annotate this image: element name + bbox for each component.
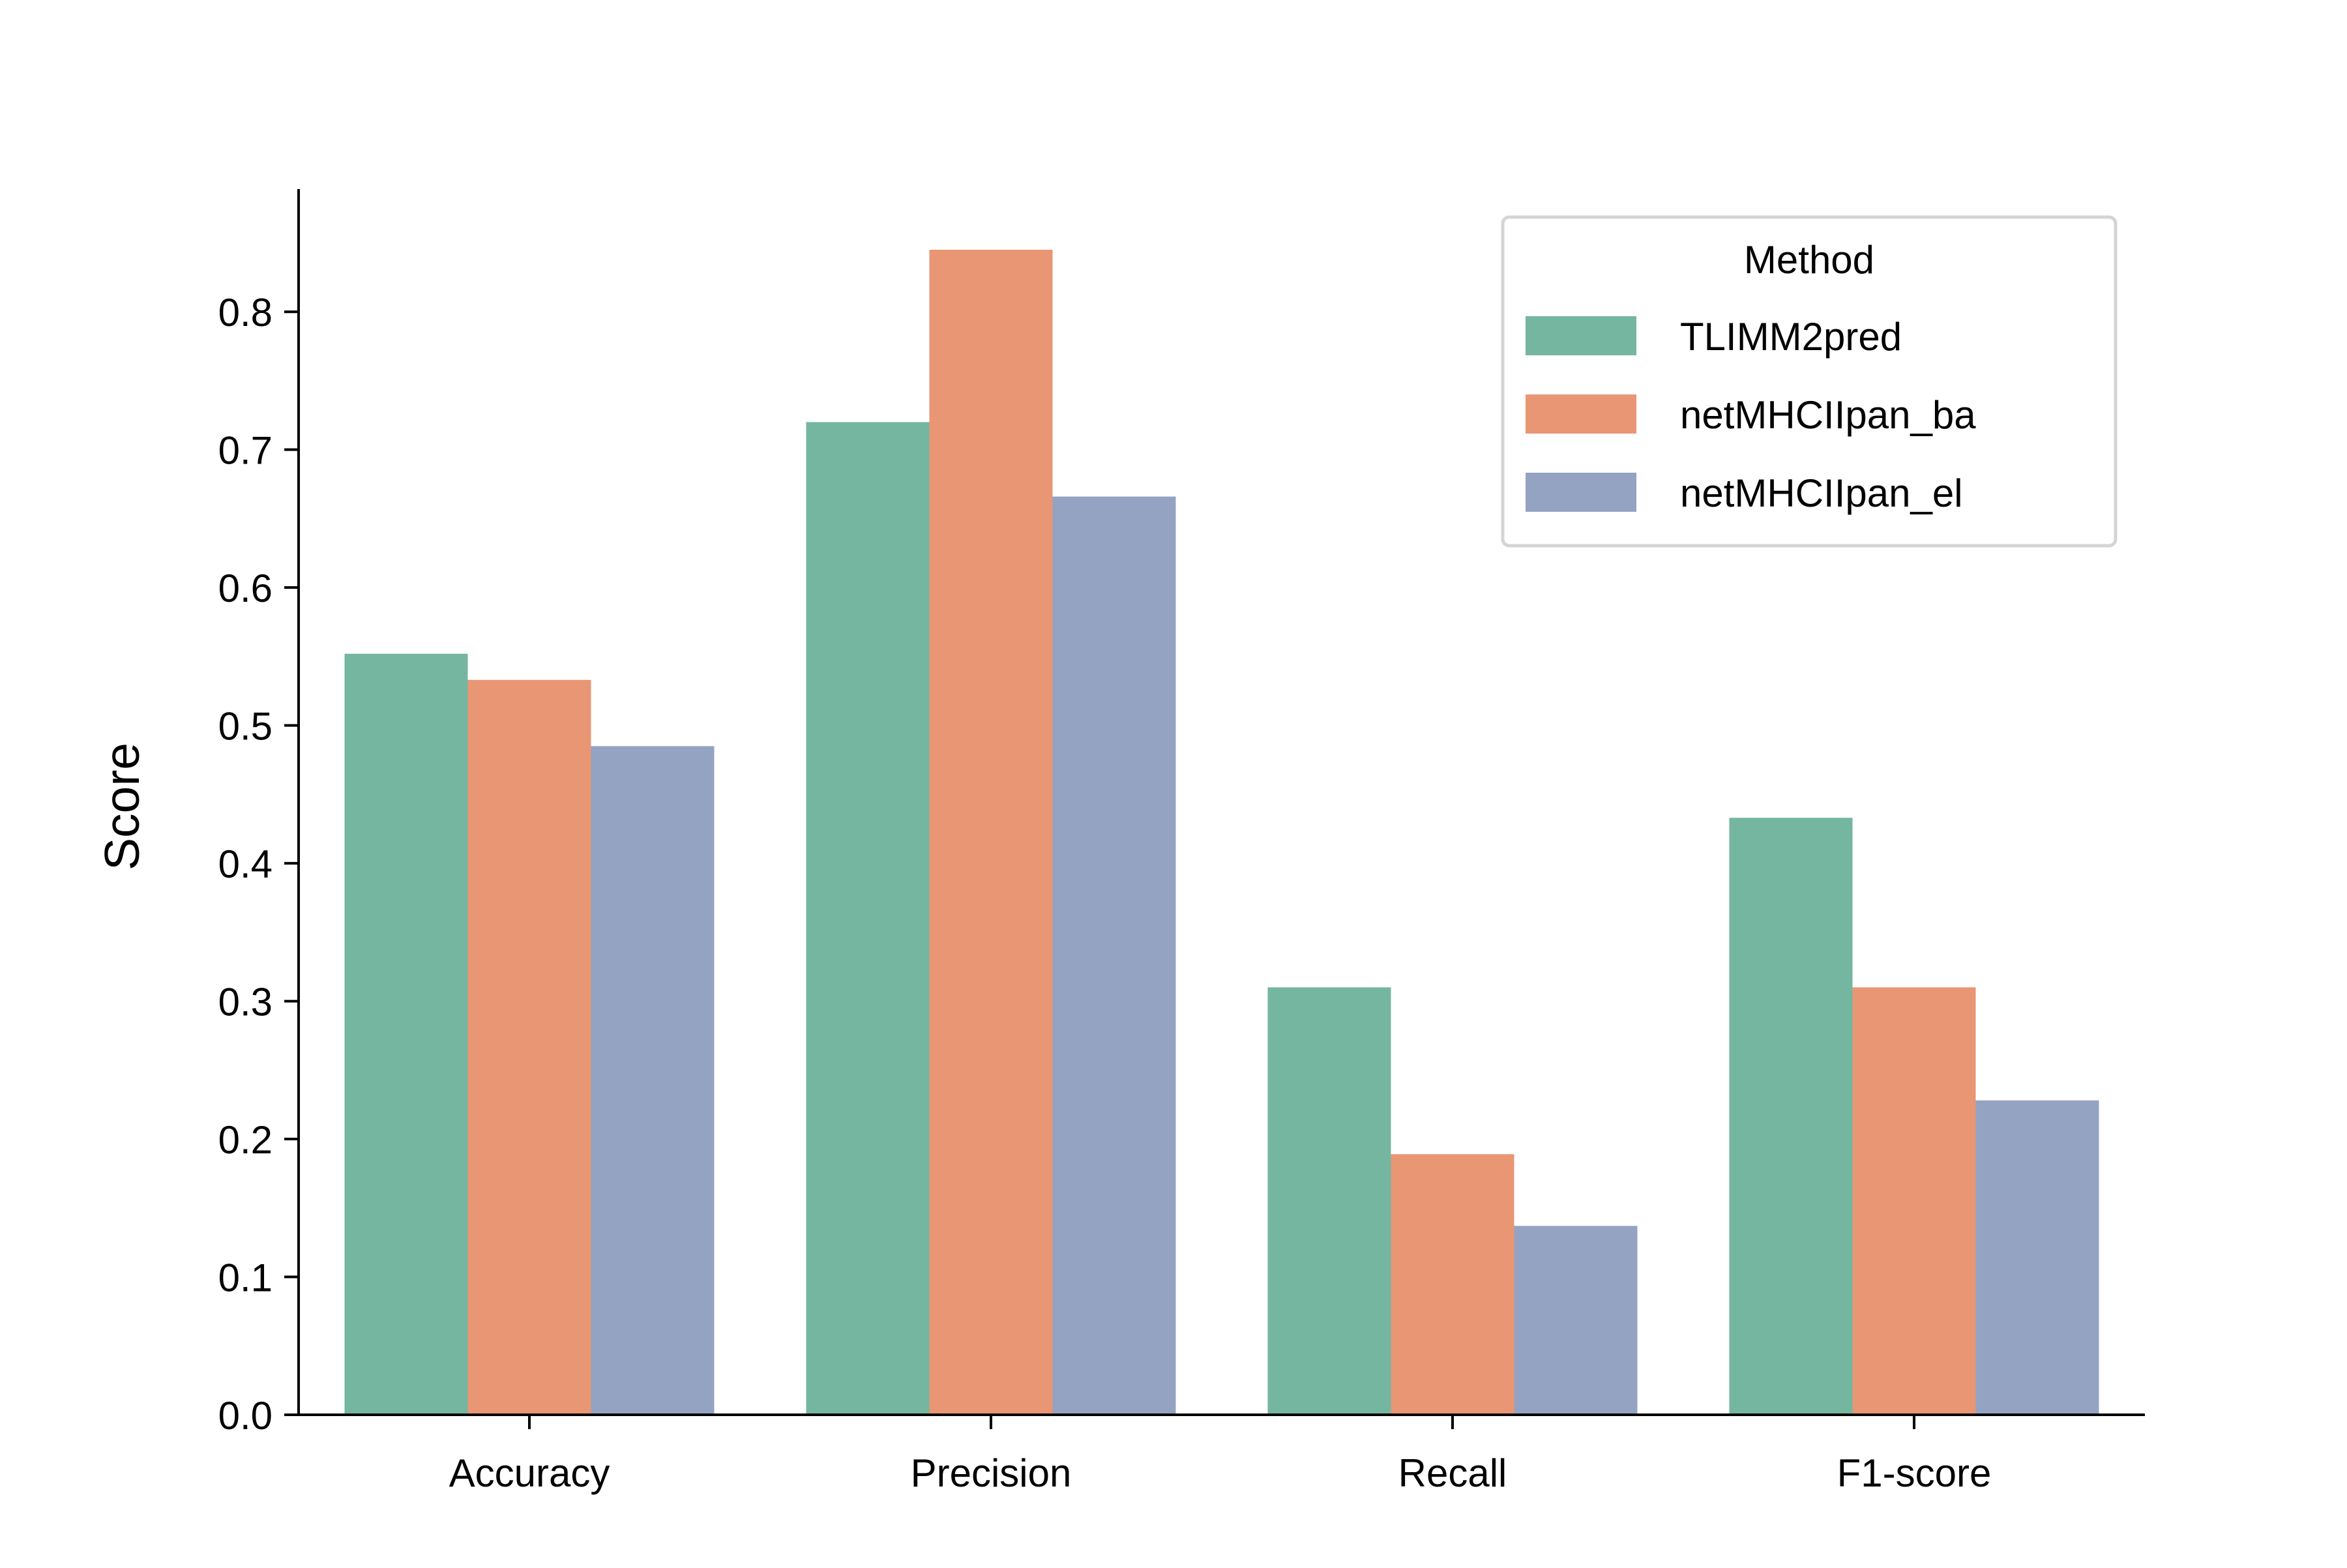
bar-netMHCIIpan_ba-F1-score [1852, 987, 1976, 1415]
x-tick-label: Accuracy [449, 1451, 610, 1495]
y-tick-label: 0.1 [218, 1256, 273, 1300]
legend-label-netMHCIIpan_el: netMHCIIpan_el [1680, 471, 1963, 515]
x-tick-label: F1-score [1837, 1451, 1992, 1495]
bar-netMHCIIpan_el-Recall [1514, 1226, 1638, 1415]
bar-netMHCIIpan_ba-Accuracy [467, 679, 591, 1415]
legend-swatch-netMHCIIpan_ba [1526, 394, 1636, 434]
y-tick-label: 0.3 [218, 981, 273, 1024]
y-tick-label: 0.8 [218, 291, 273, 334]
y-tick-label: 0.0 [218, 1394, 273, 1438]
y-axis-label: Score [95, 743, 149, 870]
bars-layer [344, 250, 2099, 1415]
y-tick-label: 0.7 [218, 429, 273, 473]
bar-netMHCIIpan_el-F1-score [1975, 1100, 2099, 1415]
legend-title: Method [1744, 238, 1874, 282]
bar-TLIMM2pred-F1-score [1729, 818, 1853, 1415]
legend: Method TLIMM2pred netMHCIIpan_ba netMHCIIpa… [1501, 215, 2118, 548]
axes-layer: 0.0 0.1 0.2 0.3 0.4 0.5 0.6 0.7 0.8 Accuracy Preci… [218, 189, 2145, 1495]
bar-netMHCIIpan_ba-Precision [929, 250, 1053, 1415]
bar-TLIMM2pred-Accuracy [344, 653, 468, 1415]
y-tick-label: 0.5 [218, 705, 273, 748]
bar-netMHCIIpan_el-Precision [1052, 496, 1176, 1415]
x-tick-label: Precision [911, 1451, 1072, 1495]
x-tick-label: Recall [1398, 1451, 1507, 1495]
bar-netMHCIIpan_ba-Recall [1391, 1154, 1514, 1415]
bar-TLIMM2pred-Recall [1267, 987, 1391, 1415]
y-tick-label: 0.4 [218, 842, 273, 886]
legend-label-TLIMM2pred: TLIMM2pred [1680, 315, 1902, 359]
y-tick-label: 0.6 [218, 567, 273, 610]
legend-swatch-netMHCIIpan_el [1526, 473, 1636, 512]
bar-netMHCIIpan_el-Accuracy [591, 746, 715, 1415]
bar-TLIMM2pred-Precision [806, 422, 930, 1415]
legend-label-netMHCIIpan_ba: netMHCIIpan_ba [1680, 393, 1976, 437]
legend-swatch-TLIMM2pred [1526, 316, 1636, 355]
y-tick-label: 0.2 [218, 1118, 273, 1162]
legend-box [1501, 215, 2118, 548]
